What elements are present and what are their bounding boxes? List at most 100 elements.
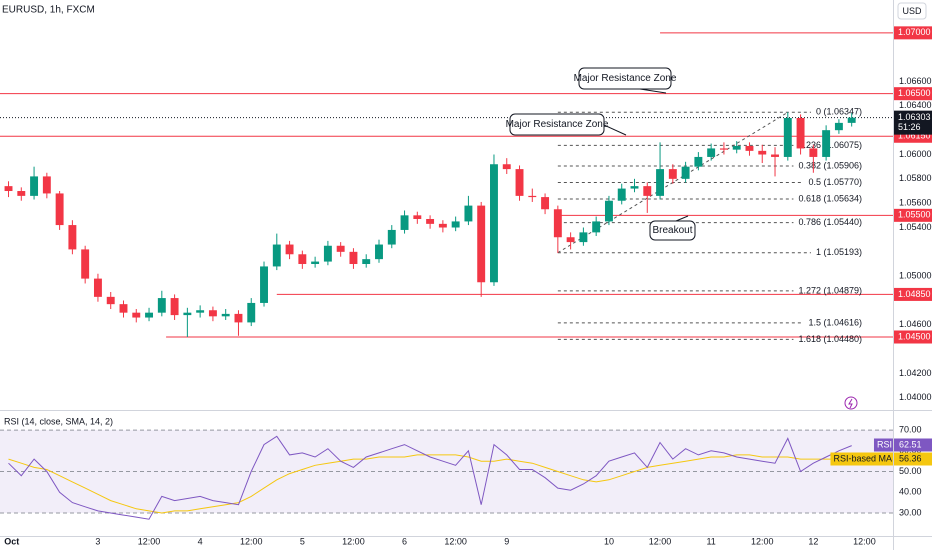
series-value-label: 56.36 <box>899 453 922 463</box>
x-tick-label: 5 <box>300 536 305 546</box>
level-label: 1.07000 <box>898 27 931 37</box>
candle-body <box>42 176 51 194</box>
candle-body <box>732 145 741 150</box>
rsi-pane <box>8 435 852 520</box>
candle-body <box>81 249 90 279</box>
candle-body <box>834 122 843 131</box>
candle-body <box>796 118 805 149</box>
candle-body <box>400 215 409 230</box>
candle-body <box>656 169 665 196</box>
level-label: 1.06500 <box>898 88 931 98</box>
x-tick-label: 12:00 <box>240 536 263 546</box>
candle-body <box>247 302 256 323</box>
annotation-box <box>578 67 672 90</box>
annotation: Major Resistance Zone <box>506 113 627 136</box>
candle-body <box>604 200 613 222</box>
currency-label: USD <box>902 6 922 16</box>
candle-body <box>387 229 396 245</box>
x-tick-label: 9 <box>504 536 509 546</box>
annotation-pointer <box>603 124 627 136</box>
candle-body <box>311 261 320 265</box>
candle-body <box>298 254 307 265</box>
candle-body <box>106 296 115 305</box>
x-tick-label: 12:00 <box>342 536 365 546</box>
currency-button[interactable] <box>897 2 927 20</box>
candle-body <box>349 251 358 265</box>
candle-body <box>336 245 345 252</box>
candle-body <box>783 118 792 157</box>
annotation-box <box>649 220 696 241</box>
candle-body <box>413 215 422 219</box>
series-value-box <box>894 438 932 452</box>
x-tick-label: 11 <box>706 536 715 546</box>
level-label-box <box>894 26 932 40</box>
x-tick-label: 12:00 <box>649 536 672 546</box>
candle-body <box>643 186 652 196</box>
annotation-box <box>509 113 605 136</box>
candle-body <box>145 312 154 318</box>
chart-title: EURUSD, 1h, FXCM <box>2 5 95 16</box>
x-tick-label: 12:00 <box>853 536 876 546</box>
y-tick-label: 1.05000 <box>899 271 932 281</box>
alert-icon[interactable] <box>844 396 858 410</box>
current-price-box <box>894 110 932 135</box>
current-price-label: 1.06303 <box>898 112 931 122</box>
candle-body <box>719 148 728 150</box>
candle-body <box>234 313 243 323</box>
candle-body <box>464 205 473 222</box>
candle-body <box>451 221 460 228</box>
x-tick-label: 6 <box>402 536 407 546</box>
fib-label: 0.786 (1.05440) <box>798 217 862 227</box>
candle-body <box>745 145 754 151</box>
y-tick-label: 1.04200 <box>899 368 932 378</box>
level-label: 1.04500 <box>898 331 931 341</box>
candle-body <box>477 205 486 283</box>
annotation-pointer <box>675 215 689 222</box>
candle-body <box>68 225 77 250</box>
candle-body <box>426 218 435 224</box>
annotation: Major Resistance Zone <box>574 67 677 94</box>
candle-body <box>541 197 550 210</box>
x-tick-label: 10 <box>604 536 614 546</box>
rsi-line <box>8 435 852 520</box>
series-name-label: RSI <box>877 439 892 449</box>
candle-body <box>17 191 26 196</box>
fib-label: 0.618 (1.05634) <box>798 193 862 203</box>
candle-body <box>822 130 831 157</box>
level-label: 1.05500 <box>898 210 931 220</box>
candle-body <box>502 164 511 170</box>
fib-label: 1.5 (1.04616) <box>808 317 862 327</box>
candle-body <box>579 232 588 243</box>
candle-body <box>323 245 332 262</box>
y-tick-label: 1.06600 <box>899 76 932 86</box>
candle-body <box>490 164 498 283</box>
level-label-box <box>894 287 932 301</box>
candle-body <box>566 237 575 243</box>
fib-label: 1.272 (1.04879) <box>798 285 862 295</box>
y-tick-label: 1.05600 <box>899 198 932 208</box>
candle-body <box>221 313 230 317</box>
candle-body <box>157 298 166 313</box>
x-tick-label: 4 <box>198 536 203 546</box>
x-tick-label: 12:00 <box>751 536 774 546</box>
series-name-label: RSI-based MA <box>833 453 892 463</box>
candle-body <box>771 154 779 157</box>
candle-body <box>630 186 639 189</box>
series-name-box <box>873 438 893 452</box>
fib-label: 1.618 (1.04480) <box>798 334 862 344</box>
alert-icon-bolt <box>848 398 853 409</box>
candle-body <box>707 148 716 157</box>
candle-body <box>515 169 524 196</box>
x-tick-label: 12:00 <box>444 536 467 546</box>
candle-body <box>208 310 217 317</box>
x-tick-label: Oct <box>4 536 19 546</box>
y-tick-label: 30.00 <box>899 507 922 517</box>
candle-body <box>362 259 371 265</box>
rsi-line <box>8 454 852 514</box>
level-label: 1.06150 <box>898 131 931 141</box>
candle-body <box>272 244 281 267</box>
candle-body <box>183 312 192 316</box>
y-tick-label: 40.00 <box>899 487 922 497</box>
